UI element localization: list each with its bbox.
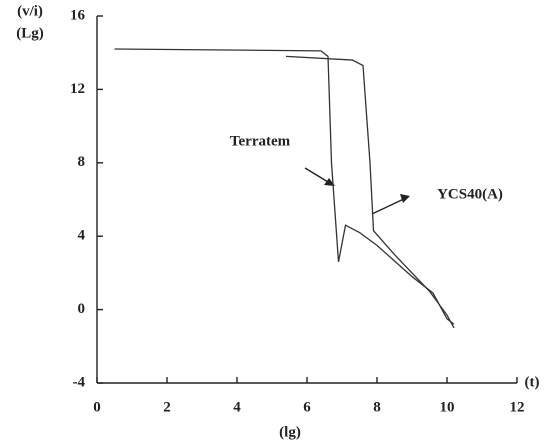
x-tick-label: 8 — [373, 399, 381, 415]
y-label: (Lg) — [16, 25, 44, 41]
y-tick-label: -4 — [73, 374, 86, 390]
x-label: (lg) — [279, 424, 301, 440]
series-label: Terratem — [230, 133, 291, 149]
y-tick-label: 12 — [70, 81, 85, 97]
series-line — [114, 48, 455, 325]
y-tick-label: 4 — [78, 228, 86, 244]
x-tick-label: 10 — [440, 399, 455, 415]
x-label: (t) — [525, 374, 540, 390]
x-tick-label: 12 — [510, 399, 525, 415]
arrow-head — [324, 178, 335, 186]
series-line — [285, 55, 455, 329]
y-tick-label: 16 — [70, 7, 86, 23]
y-tick-label: 0 — [78, 301, 86, 317]
arrow-head — [400, 194, 410, 203]
x-tick-label: 0 — [93, 399, 101, 415]
y-label: (v/i) — [17, 3, 43, 19]
x-tick-label: 2 — [163, 399, 171, 415]
x-tick-label: 4 — [233, 399, 241, 415]
y-tick-label: 8 — [78, 154, 86, 170]
x-tick-label: 6 — [303, 399, 311, 415]
series-label: YCS40(A) — [437, 186, 503, 202]
